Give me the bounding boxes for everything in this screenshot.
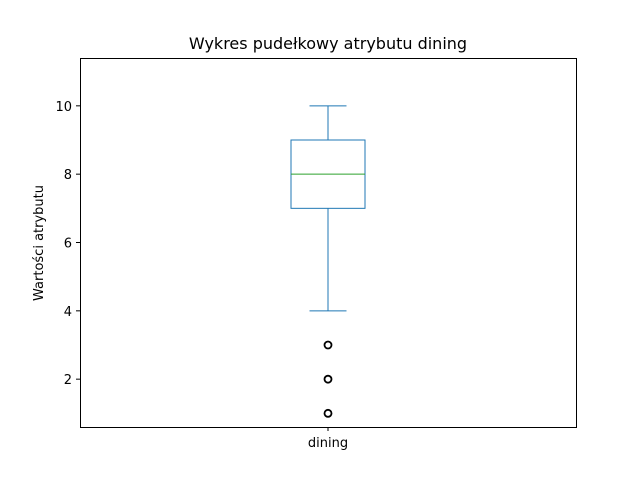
y-tick-label: 8 — [64, 168, 72, 183]
chart-marks: 2 4 6 8 10 dining — [55, 100, 366, 451]
x-tick-label: dining — [308, 436, 348, 451]
chart-title: Wykres pudełkowy atrybutu dining — [189, 34, 467, 53]
outlier-point — [323, 374, 333, 384]
y-tick-label: 6 — [64, 237, 72, 252]
outlier-point — [323, 408, 333, 418]
y-tick-label: 2 — [64, 373, 72, 388]
y-tick-label: 4 — [64, 305, 72, 320]
outlier-point — [323, 340, 333, 350]
plot-frame — [80, 58, 577, 428]
y-axis-label: Wartości atrybutu — [32, 185, 47, 301]
y-tick-label: 10 — [55, 100, 72, 115]
